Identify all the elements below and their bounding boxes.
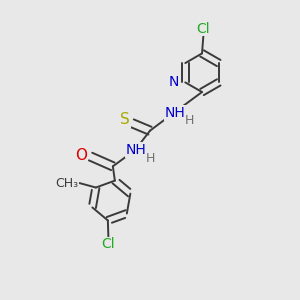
Text: S: S: [120, 112, 130, 127]
Text: Cl: Cl: [102, 237, 115, 251]
Text: H: H: [184, 114, 194, 127]
Text: N: N: [168, 75, 179, 89]
Text: H: H: [145, 152, 155, 165]
Text: O: O: [76, 148, 88, 163]
Text: NH: NH: [125, 143, 146, 157]
Text: CH₃: CH₃: [55, 177, 78, 190]
Text: NH: NH: [165, 106, 186, 120]
Text: Cl: Cl: [197, 22, 210, 36]
